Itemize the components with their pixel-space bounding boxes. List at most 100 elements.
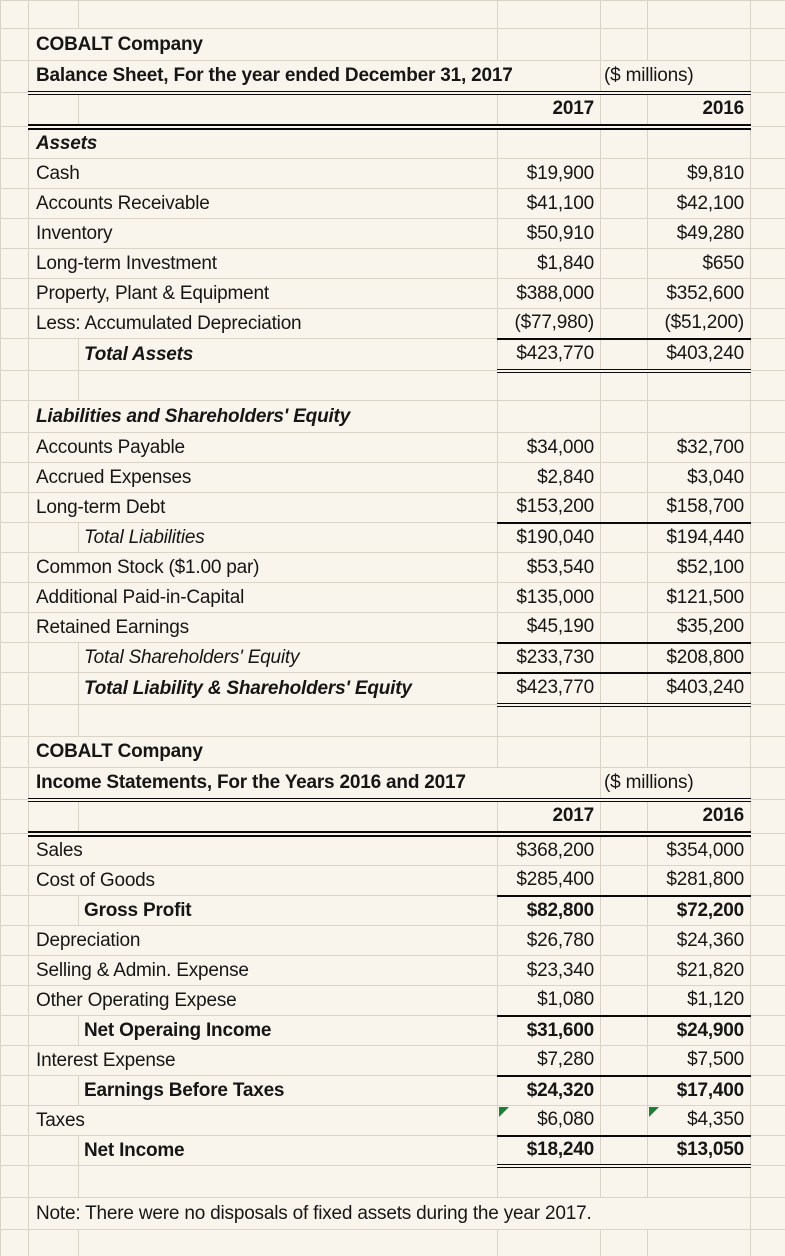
empty-cell[interactable] [750,400,785,433]
value-2017[interactable]: $388,000 [497,278,601,309]
empty-cell[interactable] [750,1105,785,1136]
empty-cell[interactable] [78,92,498,130]
empty-cell[interactable] [750,126,785,159]
empty-cell[interactable] [78,0,498,29]
value-2017[interactable]: $285,400 [497,865,601,897]
value-2016[interactable]: $49,280 [647,218,751,249]
empty-cell[interactable] [28,799,79,837]
empty-cell[interactable] [0,799,29,834]
empty-cell[interactable] [600,799,648,837]
empty-cell[interactable] [0,1135,29,1166]
empty-cell[interactable] [78,1229,498,1256]
empty-cell[interactable] [750,1165,785,1198]
empty-cell[interactable] [0,370,29,401]
empty-cell[interactable] [750,955,785,986]
empty-cell[interactable] [750,370,785,401]
empty-cell[interactable] [600,158,648,189]
value-2016[interactable]: $9,810 [647,158,751,189]
statement-title[interactable]: Balance Sheet, For the year ended Decemb… [28,60,601,95]
empty-cell[interactable] [600,833,648,866]
value-2017[interactable]: $423,770 [497,338,601,373]
value-2016[interactable]: $13,050 [647,1135,751,1168]
empty-cell[interactable] [0,1075,29,1106]
empty-cell[interactable] [497,370,601,401]
row-label[interactable]: Retained Earnings [28,612,498,643]
row-label[interactable]: Common Stock ($1.00 par) [28,552,498,583]
row-label[interactable]: Other Operating Expese [28,985,498,1016]
empty-cell[interactable] [647,28,751,61]
row-label[interactable]: Sales [28,833,498,866]
section-header[interactable]: Assets [28,126,498,159]
empty-cell[interactable] [0,92,29,127]
empty-cell[interactable] [0,767,29,800]
row-label[interactable]: Interest Expense [28,1045,498,1076]
value-2016[interactable]: $42,100 [647,188,751,219]
empty-cell[interactable] [28,1075,79,1106]
empty-cell[interactable] [0,188,29,219]
total-label[interactable]: Net Operaing Income [78,1015,498,1046]
empty-cell[interactable] [750,1015,785,1046]
empty-cell[interactable] [600,1045,648,1077]
empty-cell[interactable] [647,126,751,159]
empty-cell[interactable] [647,370,751,401]
value-2016[interactable]: $354,000 [647,833,751,866]
empty-cell[interactable] [0,612,29,643]
empty-cell[interactable] [750,833,785,866]
empty-cell[interactable] [750,248,785,279]
empty-cell[interactable] [750,767,785,800]
empty-cell[interactable] [0,672,29,705]
row-label[interactable]: Cost of Goods [28,865,498,896]
empty-cell[interactable] [750,462,785,493]
value-2016[interactable]: $3,040 [647,462,751,493]
row-label[interactable]: Depreciation [28,925,498,956]
empty-cell[interactable] [750,218,785,249]
statement-title[interactable]: Income Statements, For the Years 2016 an… [28,767,601,802]
value-2017[interactable]: $6,080 [497,1105,601,1137]
total-label[interactable]: Total Shareholders' Equity [78,642,498,673]
empty-cell[interactable] [0,60,29,93]
empty-cell[interactable] [647,704,751,737]
empty-cell[interactable] [600,736,648,768]
empty-cell[interactable] [750,612,785,643]
empty-cell[interactable] [600,338,648,373]
empty-cell[interactable] [28,1135,79,1166]
empty-cell[interactable] [600,552,648,583]
value-2016[interactable]: $194,440 [647,522,751,553]
empty-cell[interactable] [497,400,601,433]
empty-cell[interactable] [647,736,751,768]
total-label[interactable]: Total Assets [78,338,498,371]
row-label[interactable]: Accrued Expenses [28,462,498,493]
empty-cell[interactable] [78,1165,498,1198]
value-2017[interactable]: $23,340 [497,955,601,986]
value-2017[interactable]: $24,320 [497,1075,601,1106]
empty-cell[interactable] [600,522,648,553]
empty-cell[interactable] [0,308,29,339]
empty-cell[interactable] [600,955,648,986]
empty-cell[interactable] [0,925,29,956]
empty-cell[interactable] [28,895,79,926]
row-label[interactable]: Accounts Payable [28,432,498,463]
empty-cell[interactable] [600,642,648,674]
empty-cell[interactable] [0,895,29,926]
value-2016[interactable]: $208,800 [647,642,751,674]
empty-cell[interactable] [600,865,648,897]
total-label[interactable]: Total Liabilities [78,522,498,553]
row-label[interactable]: Taxes [28,1105,498,1136]
empty-cell[interactable] [28,370,79,401]
empty-cell[interactable] [750,925,785,956]
empty-cell[interactable] [750,278,785,309]
empty-cell[interactable] [0,218,29,249]
value-2016[interactable]: $32,700 [647,432,751,463]
value-2016[interactable]: $24,900 [647,1015,751,1046]
empty-cell[interactable] [28,1229,79,1256]
empty-cell[interactable] [647,400,751,433]
empty-cell[interactable] [0,338,29,371]
company-title[interactable]: COBALT Company [28,736,498,768]
empty-cell[interactable] [750,1197,785,1230]
value-2017[interactable]: $18,240 [497,1135,601,1168]
empty-cell[interactable] [28,642,79,673]
empty-cell[interactable] [0,833,29,866]
empty-cell[interactable] [0,492,29,523]
empty-cell[interactable] [0,432,29,463]
empty-cell[interactable] [600,1135,648,1168]
